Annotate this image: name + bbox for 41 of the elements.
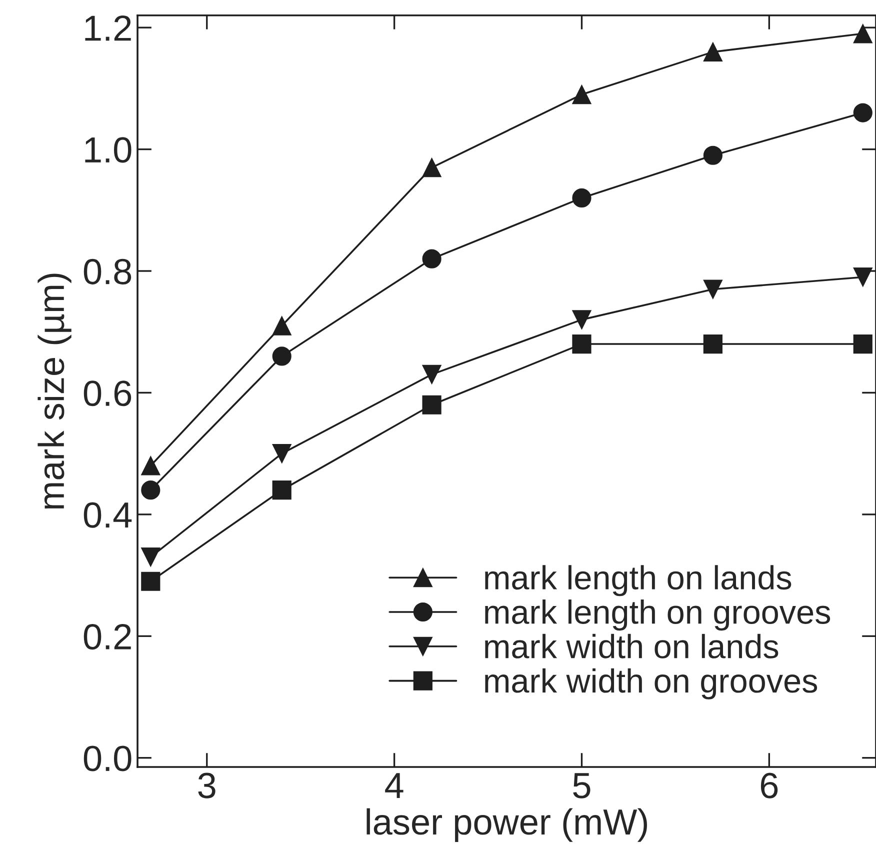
point: [853, 24, 872, 44]
point: [572, 310, 592, 330]
point: [572, 334, 592, 354]
y-tick-label: 0.2: [84, 624, 131, 650]
point: [703, 280, 722, 299]
y-tick-label: 0.8: [84, 258, 132, 284]
point: [703, 334, 722, 354]
point: [853, 268, 872, 287]
point: [141, 456, 160, 476]
point: [272, 316, 292, 336]
point: [572, 84, 592, 104]
point: [141, 480, 160, 500]
point: [703, 146, 722, 165]
point: [703, 42, 722, 62]
point: [422, 364, 442, 384]
y-tick-label: 1.2: [85, 15, 131, 41]
y-tick-label: 0.4: [84, 502, 132, 528]
legend-label: mark width on grooves: [485, 668, 818, 700]
x-tick-label: 3: [198, 772, 216, 798]
x-axis-title: laser power (mW): [366, 808, 647, 842]
point: [141, 572, 160, 591]
point: [272, 346, 292, 366]
point: [422, 395, 442, 414]
y-axis-title: mark size (µm): [38, 274, 72, 509]
point: [853, 103, 872, 122]
x-tick-label: 4: [385, 773, 404, 798]
y-tick-label: 0.0: [84, 746, 132, 772]
y-tick-label: 0.6: [84, 380, 132, 406]
point: [141, 547, 160, 567]
legend-label: mark width on lands: [485, 634, 778, 658]
legend-label: mark length on grooves: [485, 600, 830, 631]
point: [272, 480, 292, 500]
y-tick-label: 1.0: [85, 137, 132, 163]
x-tick-label: 6: [760, 772, 778, 798]
point: [422, 249, 442, 268]
point: [422, 158, 442, 178]
point: [272, 444, 292, 464]
x-tick-label: 5: [573, 773, 590, 798]
legend-label: mark length on lands: [485, 565, 792, 596]
point: [572, 188, 592, 208]
point: [853, 334, 872, 354]
